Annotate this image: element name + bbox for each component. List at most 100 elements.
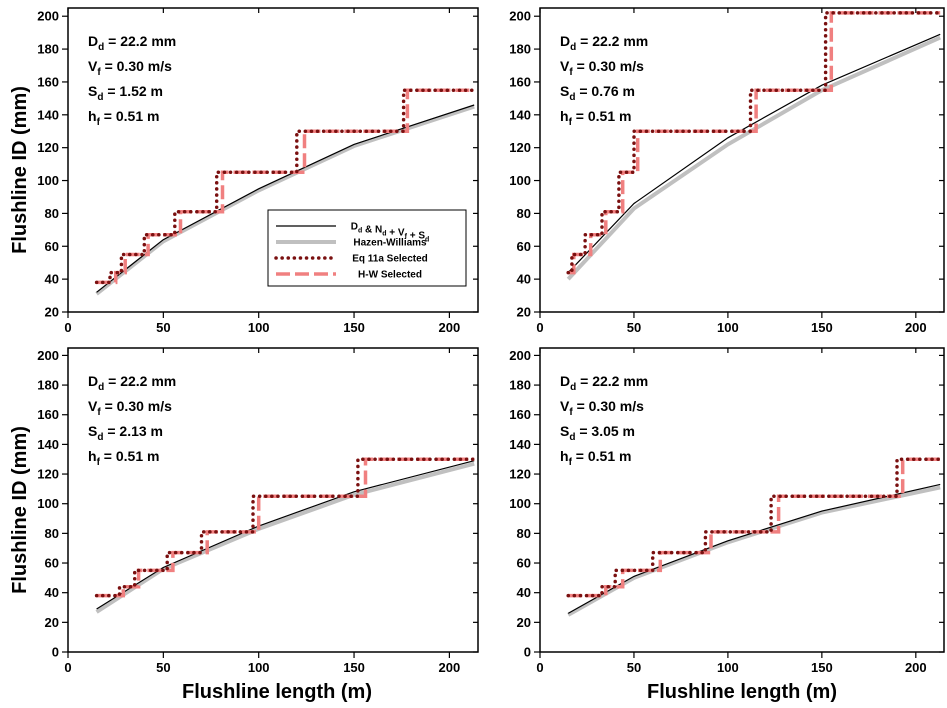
y-tick-label: 140 [37, 437, 59, 452]
y-tick-label: 20 [517, 305, 531, 320]
y-tick-label: 120 [37, 467, 59, 482]
x-tick-label: 150 [811, 320, 833, 335]
x-tick-label: 200 [905, 660, 927, 675]
legend-label-eq: Eq 11a Selected [352, 254, 428, 265]
series-line-model [567, 483, 941, 614]
x-tick-label: 100 [248, 320, 270, 335]
y-tick-label: 80 [517, 526, 531, 541]
legend-label-hwsel: H-W Selected [358, 270, 422, 281]
y-tick-label: 40 [517, 585, 531, 600]
y-tick-label: 160 [37, 407, 59, 422]
y-tick-label: 120 [509, 140, 531, 155]
series-line-hwsel [568, 11, 941, 275]
y-tick-label: 180 [37, 378, 59, 393]
series-line-eq [94, 457, 476, 598]
parameter-annotation: Sd = 3.05 m [560, 423, 635, 443]
y-tick-label: 180 [37, 42, 59, 57]
y-tick-label: 40 [517, 272, 531, 287]
y-tick-label: 140 [509, 437, 531, 452]
x-tick-label: 100 [717, 660, 739, 675]
y-tick-label: 20 [517, 615, 531, 630]
y-tick-label: 0 [52, 645, 59, 660]
y-tick-label: 120 [37, 140, 59, 155]
y-tick-label: 160 [509, 407, 531, 422]
y-tick-label: 100 [509, 496, 531, 511]
x-tick-label: 200 [439, 320, 461, 335]
parameter-annotation: Sd = 0.76 m [560, 83, 635, 103]
y-tick-label: 120 [509, 467, 531, 482]
y-tick-label: 200 [37, 9, 59, 24]
x-tick-label: 50 [627, 660, 641, 675]
y-tick-label: 200 [509, 348, 531, 363]
y-axis-label-bottom: Flushline ID (mm) [9, 426, 31, 594]
x-tick-label: 0 [536, 660, 543, 675]
y-tick-label: 140 [37, 107, 59, 122]
series-line-model [567, 33, 941, 274]
series-line-hw [567, 485, 941, 617]
x-tick-label: 200 [905, 320, 927, 335]
x-tick-label: 0 [536, 320, 543, 335]
parameter-annotation: Sd = 1.52 m [88, 83, 163, 103]
y-tick-label: 20 [45, 615, 59, 630]
y-tick-label: 200 [509, 9, 531, 24]
parameter-annotation: Dd = 22.2 mm [560, 373, 648, 393]
y-tick-label: 80 [45, 526, 59, 541]
x-tick-label: 200 [439, 660, 461, 675]
series-line-eq [94, 88, 476, 285]
y-tick-label: 100 [509, 173, 531, 188]
x-tick-label: 100 [717, 320, 739, 335]
y-tick-label: 40 [45, 585, 59, 600]
y-tick-label: 200 [37, 348, 59, 363]
y-tick-label: 100 [37, 496, 59, 511]
parameter-annotation: hf = 0.51 m [560, 108, 631, 128]
y-tick-label: 180 [509, 42, 531, 57]
series-line-hw [566, 35, 942, 281]
parameter-annotation: hf = 0.51 m [560, 448, 631, 468]
y-tick-label: 60 [45, 239, 59, 254]
y-tick-label: 100 [37, 173, 59, 188]
y-tick-label: 60 [45, 556, 59, 571]
x-tick-label: 0 [64, 320, 71, 335]
parameter-annotation: Vf = 0.30 m/s [88, 398, 172, 418]
plot-frame [67, 347, 479, 653]
y-tick-label: 40 [45, 272, 59, 287]
x-tick-label: 150 [811, 660, 833, 675]
y-tick-label: 80 [45, 206, 59, 221]
series-line-eq [566, 11, 942, 275]
y-axis-label-top: Flushline ID (mm) [9, 86, 31, 254]
panel-bottom-right: 0 20 40 60 80 100 120 140 160 180 200 0 50 100 150 200 D… [509, 347, 945, 675]
x-tick-label: 150 [343, 660, 365, 675]
x-tick-label: 0 [64, 660, 71, 675]
x-tick-label: 50 [156, 660, 170, 675]
parameter-annotation: Dd = 22.2 mm [88, 33, 176, 53]
parameter-annotation: Vf = 0.30 m/s [560, 398, 644, 418]
parameter-annotation: Vf = 0.30 m/s [88, 58, 172, 78]
parameter-annotation: Vf = 0.30 m/s [560, 58, 644, 78]
x-tick-label: 50 [627, 320, 641, 335]
x-tick-label: 50 [156, 320, 170, 335]
parameter-annotation: Dd = 22.2 mm [88, 373, 176, 393]
y-tick-label: 160 [37, 74, 59, 89]
y-tick-label: 160 [509, 74, 531, 89]
x-axis-label-right: Flushline length (m) [647, 681, 837, 703]
parameter-annotation: hf = 0.51 m [88, 108, 159, 128]
parameter-annotation: hf = 0.51 m [88, 448, 159, 468]
series-line-eq [566, 457, 942, 598]
y-tick-label: 0 [524, 645, 531, 660]
x-tick-label: 100 [248, 660, 270, 675]
y-tick-label: 20 [45, 305, 59, 320]
parameter-annotation: Dd = 22.2 mm [560, 33, 648, 53]
y-tick-label: 60 [517, 556, 531, 571]
y-tick-label: 80 [517, 206, 531, 221]
y-tick-label: 140 [509, 107, 531, 122]
y-tick-label: 60 [517, 239, 531, 254]
x-axis-label-left: Flushline length (m) [182, 681, 372, 703]
panel-top-right: 20 40 60 80 100 120 140 160 180 200 0 50 100 150 200 Dd… [509, 7, 945, 335]
x-tick-label: 150 [343, 320, 365, 335]
legend-label-model: Dd & Nd + Vf + Sd [351, 222, 430, 244]
legend-label-hw: Hazen-Williams [353, 238, 427, 249]
plot-frame [539, 7, 945, 313]
